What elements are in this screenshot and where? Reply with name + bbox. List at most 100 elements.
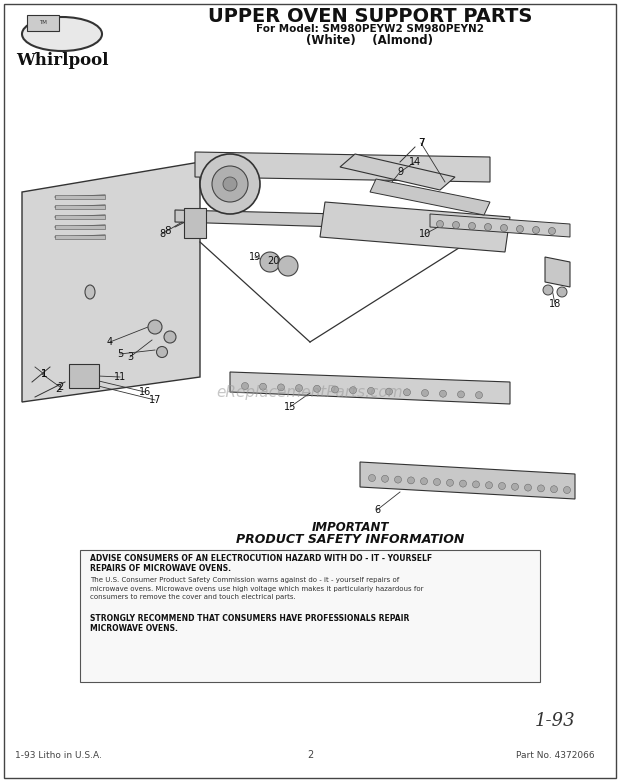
FancyBboxPatch shape: [184, 208, 206, 238]
Text: 8: 8: [159, 229, 165, 239]
Text: 14: 14: [409, 157, 421, 167]
Text: Whirlpool: Whirlpool: [16, 52, 108, 69]
Text: PRODUCT SAFETY INFORMATION: PRODUCT SAFETY INFORMATION: [236, 533, 464, 546]
Text: IMPORTANT: IMPORTANT: [311, 521, 389, 534]
Circle shape: [394, 476, 402, 483]
Circle shape: [564, 486, 570, 493]
Circle shape: [543, 285, 553, 295]
Circle shape: [440, 390, 446, 397]
Circle shape: [148, 320, 162, 334]
Circle shape: [404, 389, 410, 396]
Text: 16: 16: [139, 387, 151, 397]
Text: 5: 5: [117, 349, 123, 359]
Text: STRONGLY RECOMMEND THAT CONSUMERS HAVE PROFESSIONALS REPAIR: STRONGLY RECOMMEND THAT CONSUMERS HAVE P…: [90, 614, 409, 623]
Text: 3: 3: [127, 352, 133, 362]
Text: TM: TM: [39, 20, 47, 26]
Circle shape: [350, 387, 356, 393]
Circle shape: [223, 177, 237, 191]
Circle shape: [484, 224, 492, 231]
Text: UPPER OVEN SUPPORT PARTS: UPPER OVEN SUPPORT PARTS: [208, 7, 532, 26]
Text: 2: 2: [57, 382, 63, 392]
Polygon shape: [340, 154, 455, 190]
Text: 2: 2: [307, 750, 313, 760]
Circle shape: [512, 483, 518, 490]
Text: 1-93: 1-93: [534, 712, 575, 730]
Circle shape: [296, 385, 303, 392]
Polygon shape: [370, 179, 490, 215]
Text: 10: 10: [419, 229, 431, 239]
Circle shape: [407, 477, 415, 484]
Circle shape: [260, 252, 280, 272]
Circle shape: [446, 479, 453, 486]
Circle shape: [260, 383, 267, 390]
Text: 20: 20: [267, 256, 279, 266]
Ellipse shape: [22, 17, 102, 51]
Polygon shape: [360, 462, 575, 499]
Circle shape: [538, 485, 544, 492]
FancyBboxPatch shape: [55, 205, 105, 209]
Text: 1: 1: [41, 369, 47, 379]
Text: MICROWAVE OVENS.: MICROWAVE OVENS.: [90, 624, 178, 633]
Text: REPAIRS OF MICROWAVE OVENS.: REPAIRS OF MICROWAVE OVENS.: [90, 564, 231, 573]
Circle shape: [500, 224, 508, 231]
Circle shape: [278, 384, 285, 391]
Circle shape: [472, 481, 479, 488]
Text: 15: 15: [284, 402, 296, 412]
Text: 8: 8: [165, 226, 171, 236]
Circle shape: [164, 331, 176, 343]
FancyBboxPatch shape: [55, 195, 105, 199]
Polygon shape: [545, 257, 570, 287]
FancyBboxPatch shape: [55, 225, 105, 229]
FancyBboxPatch shape: [55, 235, 105, 239]
Text: The U.S. Consumer Product Safety Commission warns against do - it - yourself rep: The U.S. Consumer Product Safety Commiss…: [90, 577, 423, 600]
Circle shape: [551, 486, 557, 493]
Text: ADVISE CONSUMERS OF AN ELECTROCUTION HAZARD WITH DO - IT - YOURSELF: ADVISE CONSUMERS OF AN ELECTROCUTION HAZ…: [90, 554, 432, 563]
Text: (White)    (Almond): (White) (Almond): [306, 34, 433, 47]
Text: 7: 7: [418, 138, 424, 148]
FancyBboxPatch shape: [55, 215, 105, 219]
Text: 7: 7: [418, 138, 424, 148]
Circle shape: [368, 475, 376, 482]
Circle shape: [525, 484, 531, 491]
Text: 4: 4: [107, 337, 113, 347]
Polygon shape: [22, 162, 200, 402]
Circle shape: [420, 478, 428, 485]
Text: 19: 19: [249, 252, 261, 262]
Text: 2: 2: [56, 384, 63, 394]
Polygon shape: [320, 202, 510, 252]
Text: 1: 1: [41, 369, 47, 379]
Circle shape: [516, 225, 523, 232]
Circle shape: [278, 256, 298, 276]
Circle shape: [212, 166, 248, 202]
Circle shape: [386, 388, 392, 395]
FancyBboxPatch shape: [69, 364, 99, 388]
Text: 9: 9: [397, 167, 403, 177]
Circle shape: [368, 387, 374, 394]
Circle shape: [381, 475, 389, 482]
Circle shape: [533, 227, 539, 234]
Circle shape: [422, 389, 428, 396]
Circle shape: [314, 386, 321, 393]
Text: 6: 6: [374, 505, 380, 515]
Polygon shape: [230, 372, 510, 404]
Circle shape: [453, 221, 459, 228]
Text: eReplacementParts.com: eReplacementParts.com: [216, 385, 404, 400]
Text: 17: 17: [149, 395, 161, 405]
Ellipse shape: [85, 285, 95, 299]
Text: 11: 11: [114, 372, 126, 382]
Circle shape: [433, 479, 440, 486]
Text: Part No. 4372066: Part No. 4372066: [516, 751, 595, 760]
Circle shape: [485, 482, 492, 489]
Circle shape: [469, 223, 476, 229]
Circle shape: [436, 221, 443, 228]
Circle shape: [242, 382, 249, 389]
Polygon shape: [430, 214, 570, 237]
Circle shape: [549, 228, 556, 235]
Circle shape: [200, 154, 260, 214]
Circle shape: [458, 391, 464, 398]
Circle shape: [156, 346, 167, 357]
Circle shape: [332, 386, 339, 393]
Bar: [80, 550, 540, 682]
Circle shape: [557, 287, 567, 297]
Circle shape: [476, 392, 482, 399]
